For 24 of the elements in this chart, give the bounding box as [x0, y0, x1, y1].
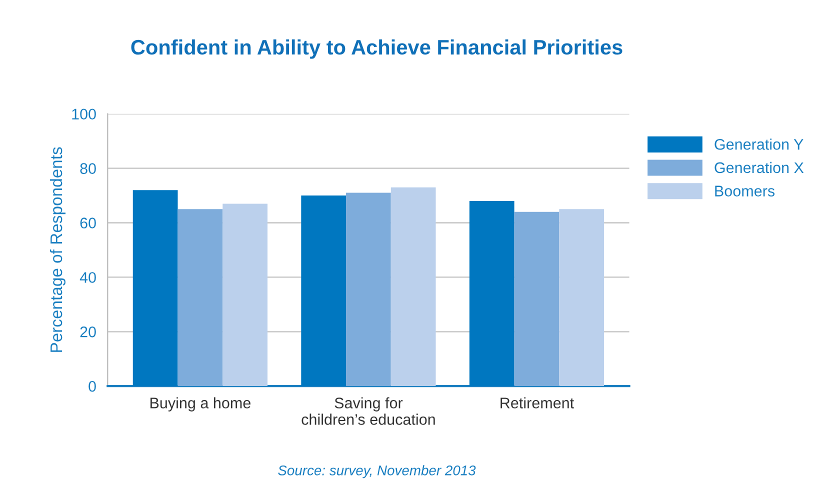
legend-label: Boomers	[715, 186, 775, 196]
y-tick-label: 40	[80, 272, 96, 283]
source-note: Source: survey, November 2013	[278, 465, 476, 478]
bar	[178, 209, 223, 386]
legend-label: Generation X	[714, 162, 804, 174]
y-tick-label: 0	[88, 380, 96, 392]
y-tick-label: 60	[80, 218, 96, 228]
x-tick-label: Saving for children’s education	[302, 397, 435, 425]
y-tick-label: 100	[72, 108, 96, 120]
bar	[222, 204, 268, 386]
bar	[390, 187, 436, 386]
y-tick-label: 80	[80, 163, 96, 174]
legend-label: Generation Y	[714, 138, 804, 150]
x-tick-label: Buying a home	[150, 397, 250, 412]
chart-title: Confident in Ability to Achieve Financial Priorities	[131, 39, 622, 59]
y-tick-label: 20	[80, 326, 96, 338]
bar	[469, 200, 514, 386]
x-tick-label: Retirement	[500, 397, 574, 408]
bar	[514, 212, 560, 386]
bar	[559, 209, 604, 386]
bar	[132, 190, 178, 386]
bar	[301, 196, 346, 386]
y-axis-title: Percentage of Respondents	[50, 147, 66, 352]
bar	[346, 192, 391, 386]
